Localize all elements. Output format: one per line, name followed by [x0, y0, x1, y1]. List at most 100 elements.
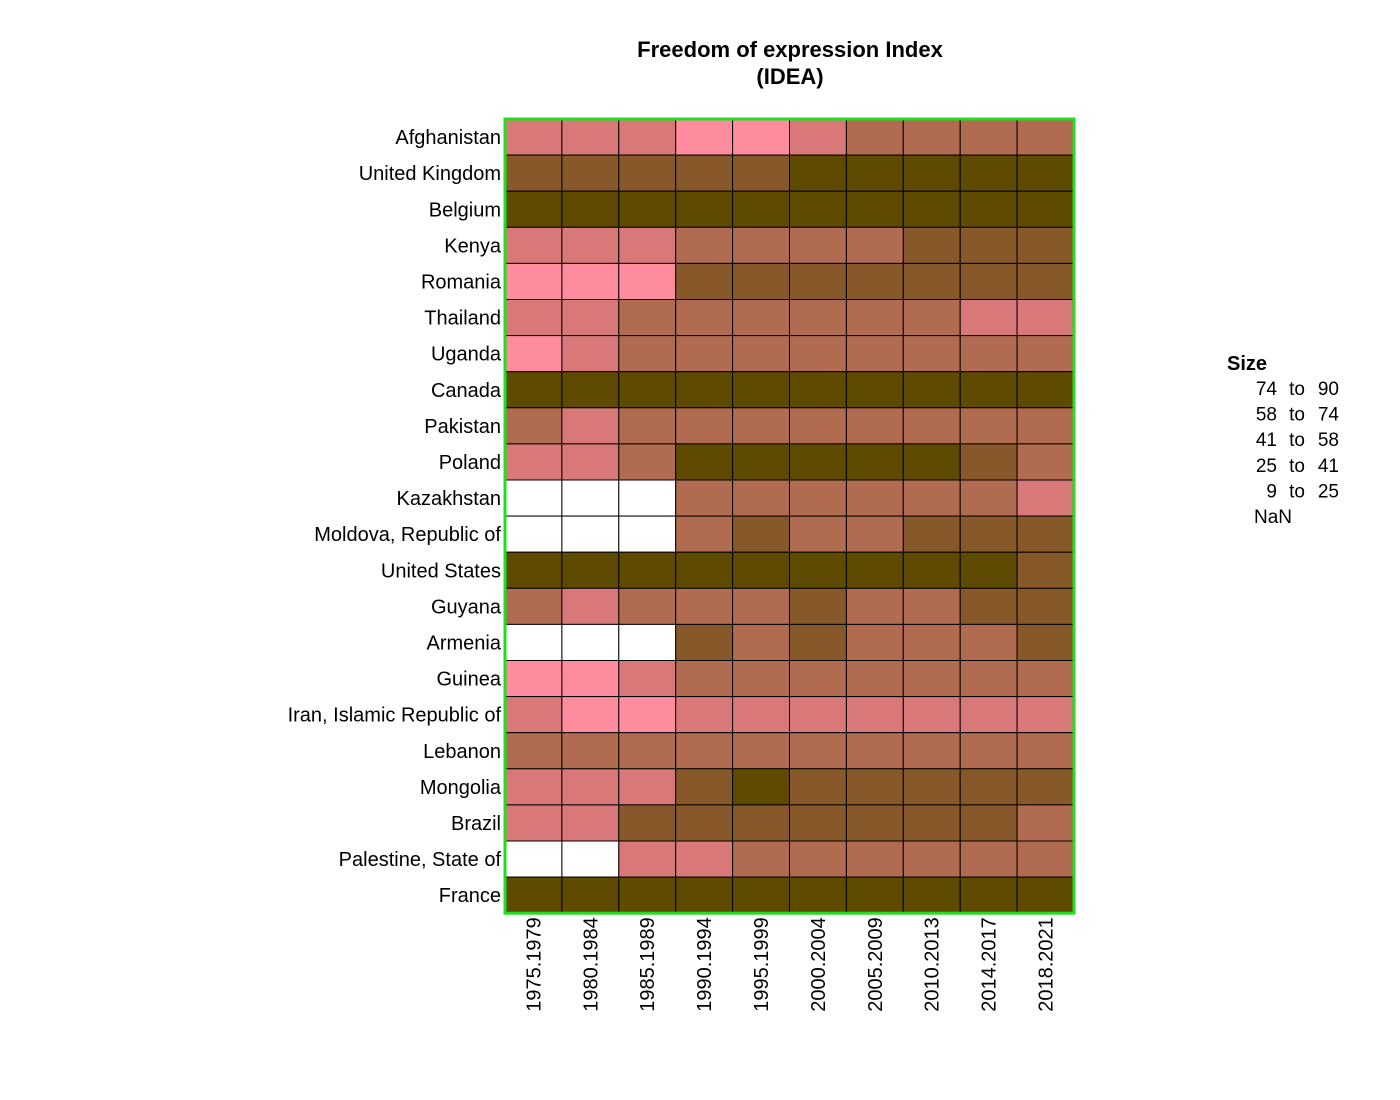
column-label: 1975.1979 — [523, 917, 545, 1012]
heatmap-cell — [561, 623, 620, 662]
heatmap-cell — [675, 154, 734, 192]
legend-label: NaN — [1254, 507, 1292, 528]
heatmap-cell — [732, 335, 790, 373]
heatmap-cell — [845, 587, 904, 625]
heatmap-cell — [675, 840, 734, 878]
heatmap-cell — [959, 226, 1018, 264]
heatmap-cell — [675, 299, 734, 337]
heatmap-cell — [959, 696, 1018, 734]
heatmap-cell — [959, 587, 1018, 625]
heatmap-cell — [675, 732, 734, 770]
heatmap-cell — [845, 407, 904, 445]
heatmap-cell — [1016, 768, 1075, 806]
heatmap-cell — [959, 371, 1018, 409]
heatmap-cell — [789, 118, 847, 156]
row-labels: Afghanistan United Kingdom Belgium Kenya Rom… — [288, 127, 502, 907]
row-label: Iran, Islamic Republic of — [288, 705, 502, 727]
heatmap-cell — [1016, 804, 1075, 842]
heatmap-cell — [959, 190, 1018, 228]
row-label: Thailand — [424, 308, 501, 330]
row-label: Poland — [439, 452, 501, 474]
heatmap-cell — [618, 876, 677, 914]
heatmap-cell — [618, 551, 677, 589]
heatmap-cell — [618, 660, 677, 698]
heatmap-cell — [959, 840, 1018, 878]
heatmap-cell — [959, 876, 1018, 914]
heatmap-cell — [561, 660, 620, 698]
heatmap-cell — [902, 840, 961, 878]
heatmap-cell — [618, 262, 677, 300]
heatmap-cell — [561, 515, 620, 553]
heatmap-cell — [845, 840, 904, 878]
heatmap-cell — [561, 299, 620, 337]
heatmap-cell — [618, 154, 677, 192]
heatmap-cell — [902, 262, 961, 300]
heatmap-cell — [845, 768, 904, 806]
heatmap-cell — [959, 660, 1018, 698]
heatmap-cell — [959, 118, 1018, 156]
heatmap-cell — [675, 660, 734, 698]
heatmap-cell — [1016, 660, 1075, 698]
heatmap-cell — [618, 190, 677, 228]
heatmap-cell — [675, 407, 734, 445]
heatmap-cell — [504, 804, 563, 842]
plot-border — [503, 117, 1076, 915]
heatmap-cell — [504, 768, 563, 806]
heatmap-cell — [504, 190, 563, 228]
heatmap-cell — [618, 623, 677, 662]
heatmap-cell — [732, 371, 790, 409]
legend-range-high: 25 — [1318, 481, 1339, 502]
heatmap-cell — [561, 262, 620, 300]
heatmap-cell — [618, 515, 677, 553]
heatmap-cell — [959, 262, 1018, 300]
row-label: Romania — [421, 271, 502, 293]
column-labels: 1975.1979 1980.1984 1985.1989 1990.1994 1995… — [523, 917, 1057, 1012]
heatmap-cell — [845, 299, 904, 337]
heatmap-cell — [902, 299, 961, 337]
heatmap-cell — [561, 876, 620, 914]
heatmap-cell — [789, 840, 847, 878]
column-label: 2014.2017 — [979, 917, 1001, 1012]
heatmap-cell — [504, 696, 563, 734]
heatmap-cell — [1016, 118, 1075, 156]
heatmap-cell — [902, 876, 961, 914]
row-label: Canada — [431, 380, 502, 402]
heatmap-cell — [504, 262, 563, 300]
heatmap-cell — [902, 190, 961, 228]
row-label: Lebanon — [423, 741, 501, 763]
heatmap-cell — [675, 479, 734, 517]
heatmap-cell — [902, 407, 961, 445]
heatmap-cell — [732, 587, 790, 625]
heatmap-cell — [618, 840, 677, 878]
heatmap-cell — [618, 407, 677, 445]
heatmap-cell — [845, 118, 904, 156]
heatmap-cell — [789, 479, 847, 517]
heatmap-cell — [959, 443, 1018, 481]
heatmap-cell — [789, 732, 847, 770]
heatmap-cell — [561, 551, 620, 589]
heatmap-cell — [845, 551, 904, 589]
heatmap-cell — [504, 623, 563, 662]
heatmap-cell — [789, 299, 847, 337]
heatmap-cell — [675, 587, 734, 625]
row-label: Mongolia — [420, 777, 502, 799]
heatmap-cell — [1016, 515, 1075, 553]
heatmap-cell — [675, 551, 734, 589]
heatmap-cell — [902, 371, 961, 409]
heatmap-cell — [504, 299, 563, 337]
column-label: 1980.1984 — [580, 917, 602, 1012]
heatmap-cell — [561, 190, 620, 228]
heatmap-cell — [789, 407, 847, 445]
heatmap-cell — [618, 804, 677, 842]
heatmap-cell — [504, 479, 563, 517]
heatmap-cell — [902, 118, 961, 156]
heatmap-cell — [789, 768, 847, 806]
column-label: 2005.2009 — [865, 917, 887, 1012]
heatmap-cell — [789, 660, 847, 698]
legend: Size 74 to 90 58 to 74 41 to 58 25 to 41 9 to 25 NaN — [1227, 353, 1339, 528]
heatmap-cell — [618, 479, 677, 517]
heatmap-cell — [561, 840, 620, 878]
legend-range-low: 9 — [1266, 481, 1277, 502]
heatmap-cell — [732, 840, 790, 878]
